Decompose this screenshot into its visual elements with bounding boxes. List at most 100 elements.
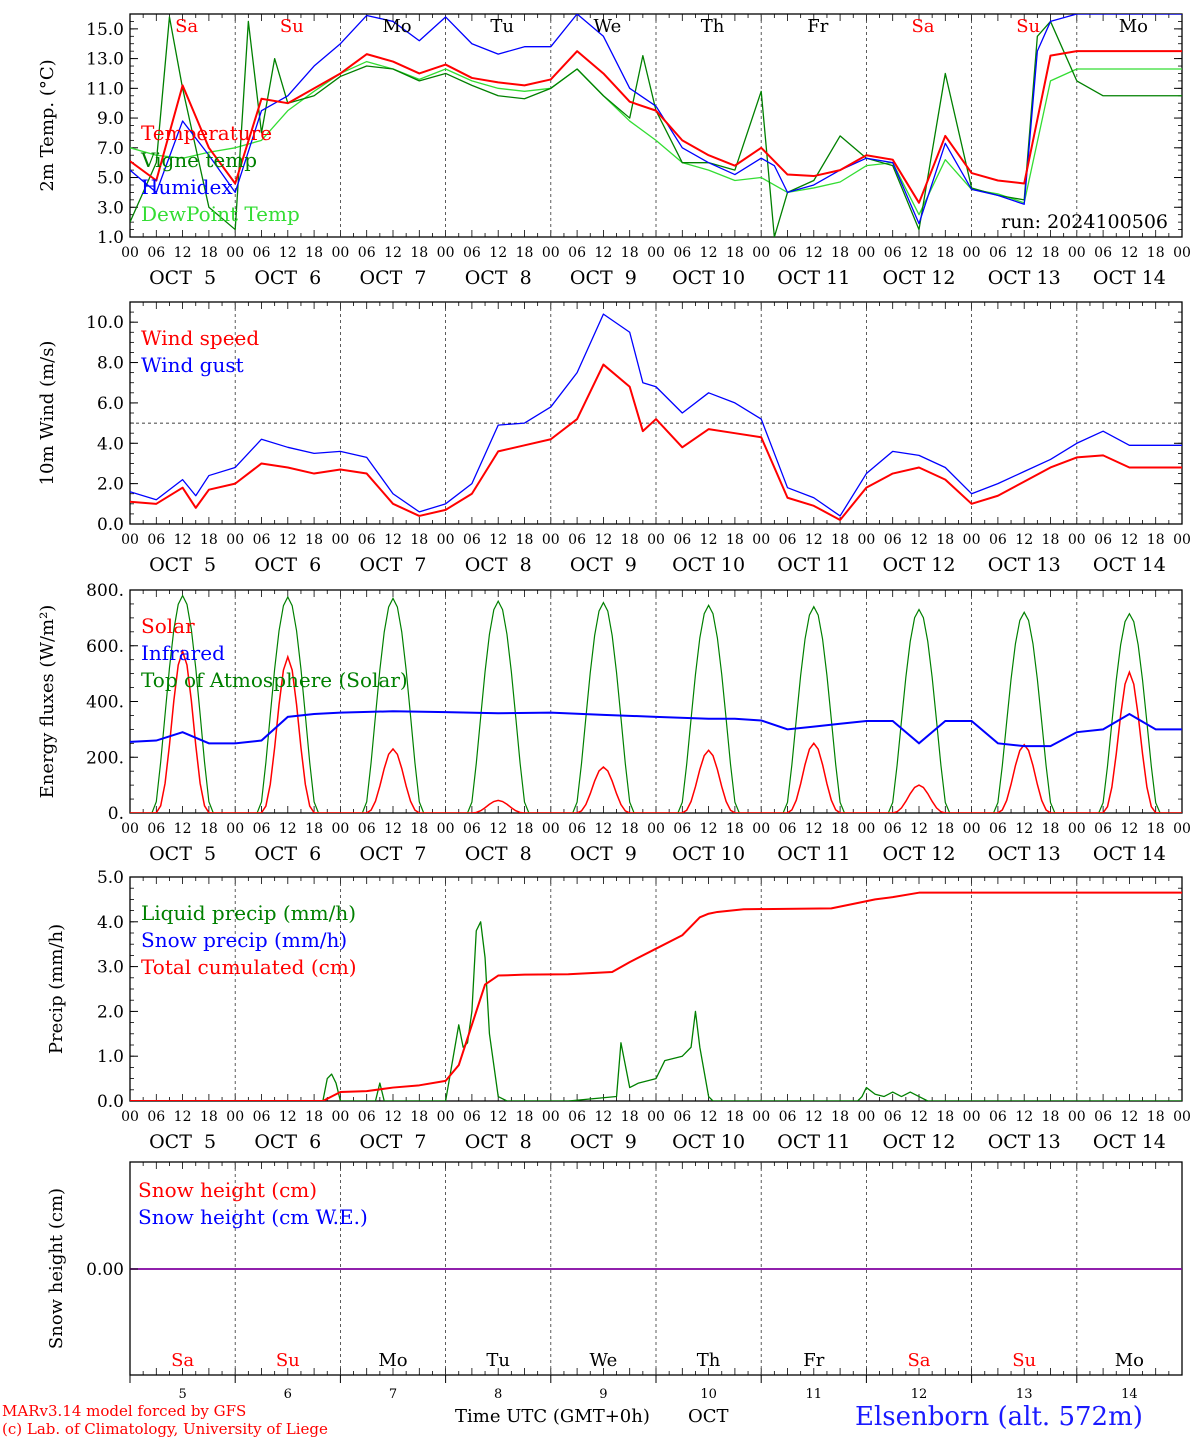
hour-tick-label: 06: [147, 532, 165, 548]
hour-tick-label: 00: [121, 821, 139, 837]
hour-tick-label: 06: [463, 245, 481, 261]
date-label: OCT 5: [149, 843, 216, 865]
hour-tick-label: 06: [884, 1109, 902, 1125]
series-line: [130, 14, 1182, 225]
date-label: OCT 10: [672, 554, 745, 576]
panel-2: [129, 301, 1183, 525]
series-infrared: [130, 710, 1182, 748]
hour-tick-label: 06: [463, 1109, 481, 1125]
hour-tick-label: 18: [831, 1109, 849, 1125]
hour-tick-label: 06: [253, 1109, 271, 1125]
date-label: OCT 11: [777, 843, 850, 865]
hour-tick-label: 06: [358, 821, 376, 837]
station-title: Elsenborn (alt. 572m): [855, 1402, 1143, 1432]
series-line: [130, 363, 1182, 521]
hour-tick-label: 00: [226, 245, 244, 261]
hour-tick-label: 00: [121, 1109, 139, 1125]
y-tick-label: 6.0: [97, 394, 124, 414]
hour-tick-label: 18: [936, 821, 954, 837]
hour-tick-label: 12: [1120, 532, 1138, 548]
y-tick-label: 5.0: [97, 868, 124, 888]
hour-tick-label: 12: [384, 1109, 402, 1125]
panel-4: [129, 876, 1183, 1102]
hour-tick-label: 18: [516, 245, 534, 261]
y-tick-label: 13.0: [86, 50, 124, 70]
hour-tick-label: 06: [463, 532, 481, 548]
series-line: [130, 16, 1182, 237]
date-label: OCT 14: [1093, 1131, 1166, 1153]
hour-tick-label: 06: [1094, 1109, 1112, 1125]
hour-tick-label: 06: [989, 821, 1007, 837]
hour-tick-label: 00: [542, 1109, 560, 1125]
hour-tick-label: 18: [410, 532, 428, 548]
x-axis-month: OCT: [688, 1406, 729, 1427]
hour-tick-label: 12: [594, 245, 612, 261]
hour-tick-label: 06: [779, 1109, 797, 1125]
hour-tick-label: 12: [910, 821, 928, 837]
weekday-label: Sa: [175, 16, 198, 37]
hour-tick-label: 00: [437, 532, 455, 548]
legend-entry: Top of Atmosphere (Solar): [141, 668, 408, 692]
date-label: OCT 11: [777, 554, 850, 576]
hour-tick-label: 06: [253, 245, 271, 261]
hour-tick-label: 12: [1015, 245, 1033, 261]
panel-1: [129, 13, 1183, 238]
hour-tick-label: 06: [779, 532, 797, 548]
hour-tick-label: 12: [805, 821, 823, 837]
hour-tick-label: 06: [147, 821, 165, 837]
y-axis-label: Precip (mm/h): [46, 924, 67, 1054]
hour-tick-label: 06: [568, 245, 586, 261]
hour-tick-label: 12: [1120, 245, 1138, 261]
y-tick-label: 0.0: [97, 1092, 124, 1112]
hour-tick-label: 12: [384, 532, 402, 548]
hour-tick-label: 12: [174, 1109, 192, 1125]
hour-tick-label: 00: [542, 245, 560, 261]
date-label: OCT 7: [360, 267, 427, 289]
date-label: OCT 9: [570, 554, 637, 576]
hour-tick-label: 00: [331, 821, 349, 837]
date-label: OCT 14: [1093, 554, 1166, 576]
hour-tick-label: 12: [489, 245, 507, 261]
hour-tick-label: 12: [700, 1109, 718, 1125]
weekday-label: Su: [276, 1350, 300, 1371]
date-label: OCT 5: [149, 267, 216, 289]
hour-tick-label: 12: [910, 532, 928, 548]
hour-tick-label: 12: [1120, 821, 1138, 837]
hour-tick-label: 00: [1068, 1109, 1086, 1125]
hour-tick-label: 06: [1094, 821, 1112, 837]
date-label: OCT 13: [988, 267, 1061, 289]
legend-entry: Snow height (cm): [138, 1178, 317, 1202]
hour-tick-label: 06: [673, 1109, 691, 1125]
hour-tick-label: 06: [884, 245, 902, 261]
hour-tick-label: 18: [305, 821, 323, 837]
legend-entry: Wind speed: [141, 326, 259, 350]
model-credit: MARv3.14 model forced by GFS: [2, 1402, 247, 1420]
hour-tick-label: 06: [989, 1109, 1007, 1125]
hour-tick-label: 00: [1173, 821, 1191, 837]
hour-tick-label: 12: [489, 821, 507, 837]
series-solar: [130, 648, 1182, 813]
hour-tick-label: 18: [200, 821, 218, 837]
panel-3: [129, 589, 1183, 814]
y-tick-label: 15.0: [86, 20, 124, 40]
hour-tick-label: 06: [253, 821, 271, 837]
hour-tick-label: 12: [700, 532, 718, 548]
hour-tick-label: 06: [568, 821, 586, 837]
date-label: OCT 5: [149, 1131, 216, 1153]
hour-tick-label: 12: [1015, 1109, 1033, 1125]
date-label: OCT 14: [1093, 267, 1166, 289]
hour-tick-label: 18: [516, 532, 534, 548]
hour-tick-label: 00: [752, 245, 770, 261]
y-tick-label: 800.: [86, 581, 124, 601]
y-tick-label: 3.0: [97, 958, 124, 978]
hour-tick-label: 18: [200, 1109, 218, 1125]
date-label: OCT 7: [360, 554, 427, 576]
hour-tick-label: 00: [1068, 532, 1086, 548]
hour-tick-label: 12: [279, 1109, 297, 1125]
weekday-label: Mo: [378, 1350, 407, 1371]
y-tick-label: 10.0: [86, 313, 124, 333]
hour-tick-label: 00: [963, 1109, 981, 1125]
weekday-label: Su: [1016, 16, 1040, 37]
date-label: OCT 12: [882, 1131, 955, 1153]
x-axis-title: Time UTC (GMT+0h): [455, 1406, 650, 1427]
